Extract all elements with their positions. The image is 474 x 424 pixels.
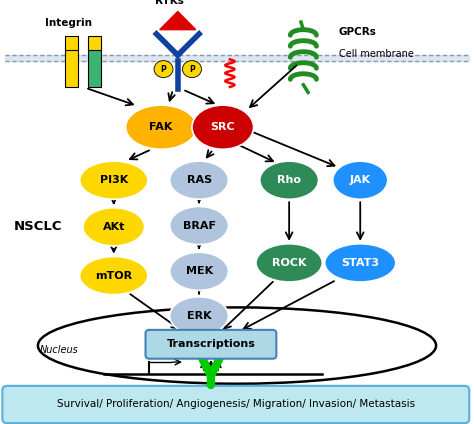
FancyBboxPatch shape [146,330,276,359]
Ellipse shape [170,297,228,335]
Text: SRC: SRC [210,122,235,132]
Text: Cell membrane: Cell membrane [339,49,414,59]
FancyBboxPatch shape [2,386,469,423]
Text: BRAF: BRAF [182,220,216,231]
Text: Integrin: Integrin [45,18,92,28]
Ellipse shape [80,257,148,295]
Text: FAK: FAK [149,122,173,132]
Ellipse shape [126,105,197,149]
Text: GPCRs: GPCRs [339,27,377,37]
Text: NSCLC: NSCLC [14,220,63,233]
Text: P: P [189,64,195,74]
Text: Rho: Rho [277,175,301,185]
Text: Transcriptions: Transcriptions [166,339,255,349]
Circle shape [154,61,173,78]
Text: RTKs: RTKs [155,0,183,6]
FancyBboxPatch shape [65,49,78,87]
Text: ROCK: ROCK [272,258,306,268]
Ellipse shape [256,244,322,282]
Ellipse shape [83,208,145,246]
Ellipse shape [325,244,396,282]
Text: Survival/ Proliferation/ Angiogenesis/ Migration/ Invasion/ Metastasis: Survival/ Proliferation/ Angiogenesis/ M… [57,399,415,410]
Ellipse shape [80,161,148,199]
Text: AKt: AKt [102,222,125,232]
Ellipse shape [333,161,388,199]
Ellipse shape [170,161,228,199]
Text: P: P [161,64,166,74]
Polygon shape [160,11,196,30]
Ellipse shape [192,105,254,149]
Text: PI3K: PI3K [100,175,128,185]
Ellipse shape [170,206,228,245]
FancyBboxPatch shape [88,49,101,87]
Text: ERK: ERK [187,311,211,321]
Text: STAT3: STAT3 [341,258,379,268]
Ellipse shape [38,307,436,384]
Circle shape [182,61,201,78]
FancyBboxPatch shape [88,36,101,50]
Text: MEK: MEK [185,266,213,276]
Text: Nucleus: Nucleus [40,345,79,355]
Ellipse shape [260,161,319,199]
FancyBboxPatch shape [65,36,78,50]
Ellipse shape [170,252,228,290]
Text: JAK: JAK [350,175,371,185]
Text: RAS: RAS [186,175,212,185]
Text: mTOR: mTOR [95,271,132,281]
